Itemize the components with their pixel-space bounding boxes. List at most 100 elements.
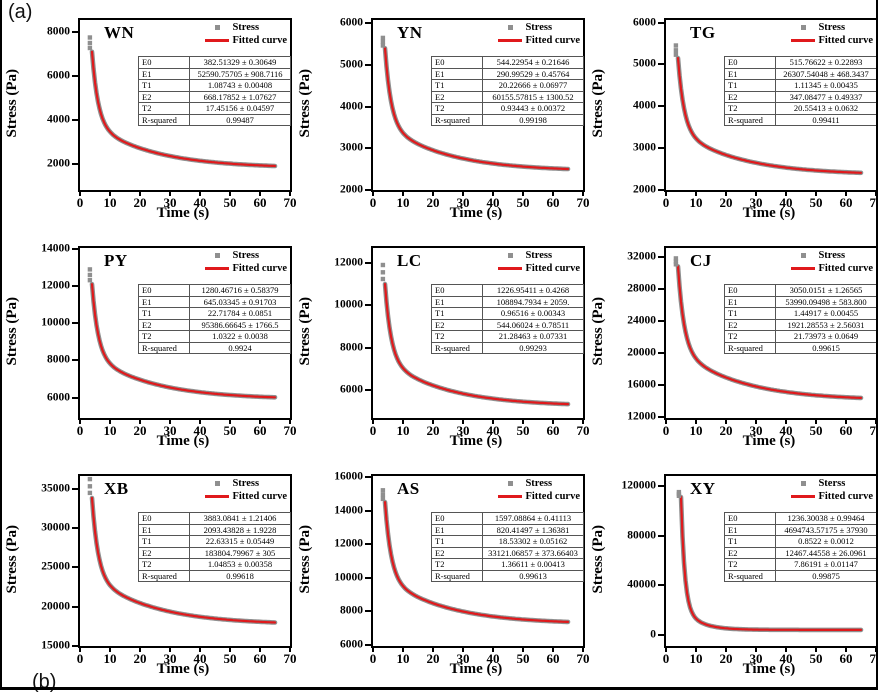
y-axis-title: Stress (Pa) xyxy=(2,18,22,188)
y-tick-label: 4000 xyxy=(313,101,363,112)
param-name-cell: E0 xyxy=(432,513,483,525)
fitted-curve-line-icon xyxy=(791,267,815,270)
param-name-cell: E1 xyxy=(432,296,483,308)
x-tick-mark xyxy=(695,191,697,196)
param-name-cell: E1 xyxy=(432,524,483,536)
stress-data-point xyxy=(381,493,385,497)
legend-row-stress: Stress xyxy=(495,477,580,490)
stress-data-point xyxy=(674,262,678,266)
legend-marker-wrap xyxy=(202,495,232,498)
y-tick-label: 10000 xyxy=(20,318,70,329)
y-tick-mark xyxy=(658,416,664,418)
legend-row-fitted: Fitted curve xyxy=(788,34,873,47)
legend-marker-wrap xyxy=(202,25,232,30)
legend-row-stress: Stress xyxy=(788,249,873,262)
y-tick-label: 20000 xyxy=(20,601,70,612)
x-tick-mark xyxy=(259,419,261,424)
param-name-cell: T1 xyxy=(432,80,483,92)
param-value-cell: 0.99198 xyxy=(483,114,584,126)
legend: Stress Fitted curve xyxy=(202,249,287,275)
stress-data-point xyxy=(88,35,92,39)
x-tick-mark xyxy=(259,647,261,652)
x-tick-mark xyxy=(462,419,464,424)
y-tick-label: 2000 xyxy=(313,185,363,196)
x-tick-mark xyxy=(139,419,141,424)
legend-row-fitted: Fitted curve xyxy=(495,490,580,503)
stress-data-point xyxy=(88,273,92,277)
stress-data-point xyxy=(381,36,385,40)
y-tick-label: 16000 xyxy=(313,471,363,482)
legend-stress-label: Stress xyxy=(232,22,259,33)
y-tick-label: 5000 xyxy=(313,60,363,71)
y-tick-label: 10000 xyxy=(313,300,363,311)
stress-marker-icon xyxy=(215,253,220,258)
y-tick-mark xyxy=(365,106,371,108)
y-tick-label: 25000 xyxy=(20,562,70,573)
legend-marker-wrap xyxy=(495,481,525,486)
x-tick-mark xyxy=(725,191,727,196)
legend-fitted-label: Fitted curve xyxy=(818,263,873,274)
x-tick-mark xyxy=(229,647,231,652)
y-axis-title: Stress (Pa) xyxy=(295,246,315,416)
x-tick-mark xyxy=(695,647,697,652)
legend: Stress Fitted curve xyxy=(495,477,580,503)
y-tick-label: 3000 xyxy=(313,143,363,154)
param-value-cell: 820.41497 ± 1.36381 xyxy=(483,524,584,536)
x-tick-mark xyxy=(139,191,141,196)
param-name-cell: E0 xyxy=(725,57,776,69)
x-tick-mark xyxy=(199,419,201,424)
y-tick-mark xyxy=(658,288,664,290)
y-axis-title-text: Stress (Pa) xyxy=(4,525,21,593)
param-name-cell: E2 xyxy=(139,547,190,559)
param-name-cell: T2 xyxy=(432,331,483,343)
stress-data-point xyxy=(677,494,681,498)
legend-marker-wrap xyxy=(495,39,525,42)
x-tick-mark xyxy=(725,647,727,652)
x-tick-mark xyxy=(755,191,757,196)
y-axis-title: Stress (Pa) xyxy=(295,474,315,644)
y-tick-mark xyxy=(72,566,78,568)
x-tick-mark xyxy=(169,419,171,424)
x-tick-mark xyxy=(402,419,404,424)
legend-fitted-label: Fitted curve xyxy=(818,491,873,502)
stress-marker-icon xyxy=(508,25,513,30)
stress-marker-icon xyxy=(215,481,220,486)
y-tick-label: 14000 xyxy=(20,243,70,254)
x-axis-title: Time (s) xyxy=(664,661,874,678)
stress-marker-icon xyxy=(215,25,220,30)
x-tick-mark xyxy=(79,419,81,424)
legend-row-stress: Stress xyxy=(202,21,287,34)
x-tick-mark xyxy=(432,647,434,652)
legend-stress-label: Sterss xyxy=(818,478,845,489)
param-name-cell: T2 xyxy=(139,331,190,343)
y-tick-mark xyxy=(365,147,371,149)
stress-data-point xyxy=(88,491,92,495)
x-tick-mark xyxy=(552,191,554,196)
legend-marker-wrap xyxy=(202,253,232,258)
param-value-cell: 20.55413 ± 0.0632 xyxy=(776,103,877,115)
legend-row-fitted: Fitted curve xyxy=(495,34,580,47)
legend-marker-wrap xyxy=(788,267,818,270)
param-name-cell: T2 xyxy=(139,559,190,571)
x-tick-mark xyxy=(289,191,291,196)
x-tick-mark xyxy=(785,647,787,652)
param-value-cell: 1597.08864 ± 0.41113 xyxy=(483,513,584,525)
param-value-cell: 22.63315 ± 0.05449 xyxy=(190,536,291,548)
y-tick-label: 6000 xyxy=(20,392,70,403)
x-tick-mark xyxy=(492,191,494,196)
